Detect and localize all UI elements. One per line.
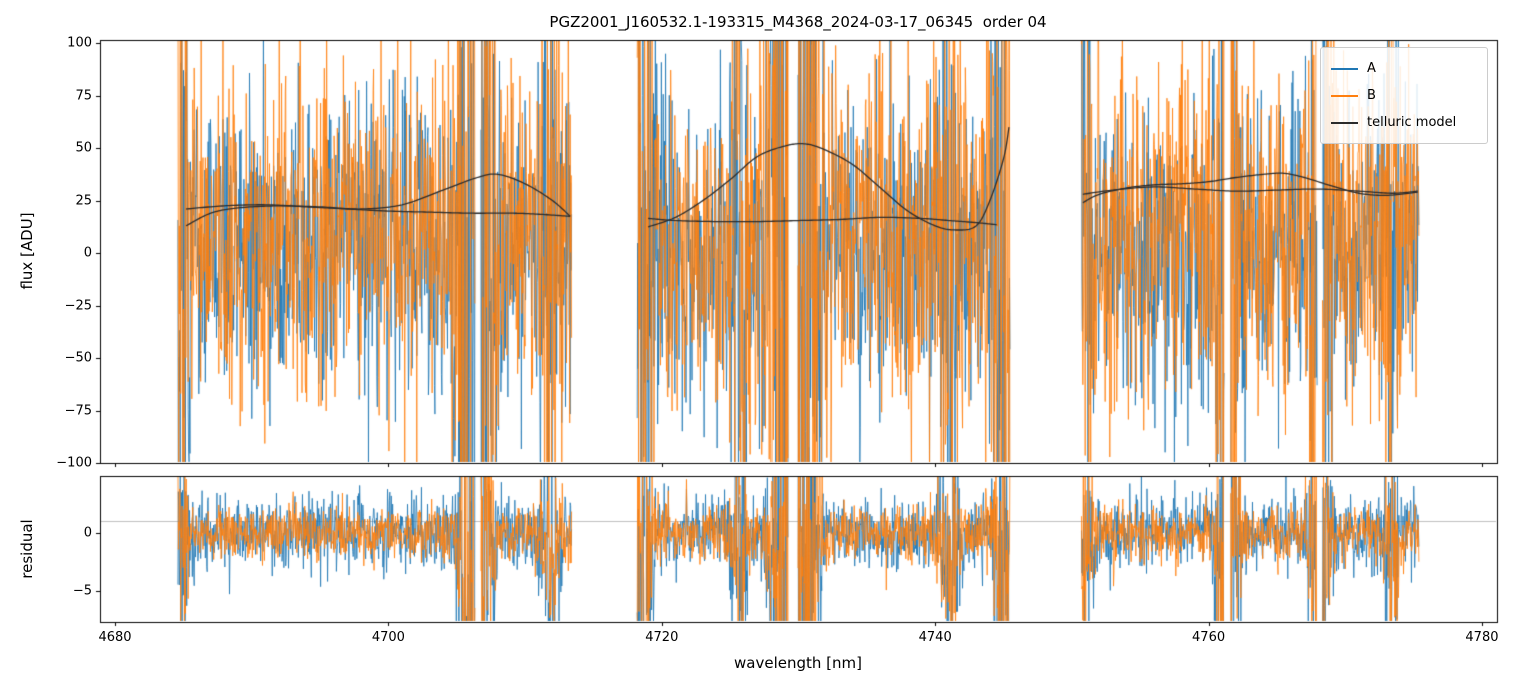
x-tick-label: 4720 (645, 630, 679, 645)
y-tick-label: 25 (75, 193, 92, 209)
y-tick-label: 100 (67, 35, 92, 51)
legend-item-b: B (1331, 82, 1477, 109)
x-tick-label: 4700 (371, 630, 405, 645)
y-tick-label: −50 (64, 350, 92, 366)
series-a-line-icon (1331, 67, 1358, 70)
x-axis-label: wavelength [nm] (734, 654, 862, 672)
legend-item-a: A (1331, 55, 1477, 82)
legend-label-a: A (1367, 61, 1376, 76)
chart-title: PGZ2001_J160532.1-193315_M4368_2024-03-1… (549, 13, 1047, 31)
y-tick-label: 0 (83, 525, 92, 541)
series-b-line-icon (1331, 94, 1358, 97)
y-tick-label: 50 (75, 140, 92, 156)
y-tick-label: −75 (64, 403, 92, 419)
telluric-model-line-icon (1331, 121, 1358, 124)
x-tick-label: 4760 (1192, 630, 1226, 645)
y-tick-label: 75 (75, 88, 92, 104)
x-tick-label: 4740 (918, 630, 952, 645)
legend-label-telluric-model: telluric model (1367, 115, 1457, 130)
legend-label-b: B (1367, 88, 1376, 103)
y-tick-label: −25 (64, 298, 92, 314)
x-tick-label: 4680 (98, 630, 132, 645)
x-tick-label: 4780 (1465, 630, 1499, 645)
residual-axis-label: residual (18, 519, 36, 579)
y-tick-label: 0 (83, 245, 92, 261)
legend-item-telluric-model: telluric model (1331, 109, 1477, 136)
legend: A B telluric model (1320, 47, 1488, 144)
flux-axis-label: flux [ADU] (18, 212, 36, 290)
y-tick-label: −5 (72, 583, 92, 599)
y-tick-label: −100 (56, 455, 92, 471)
